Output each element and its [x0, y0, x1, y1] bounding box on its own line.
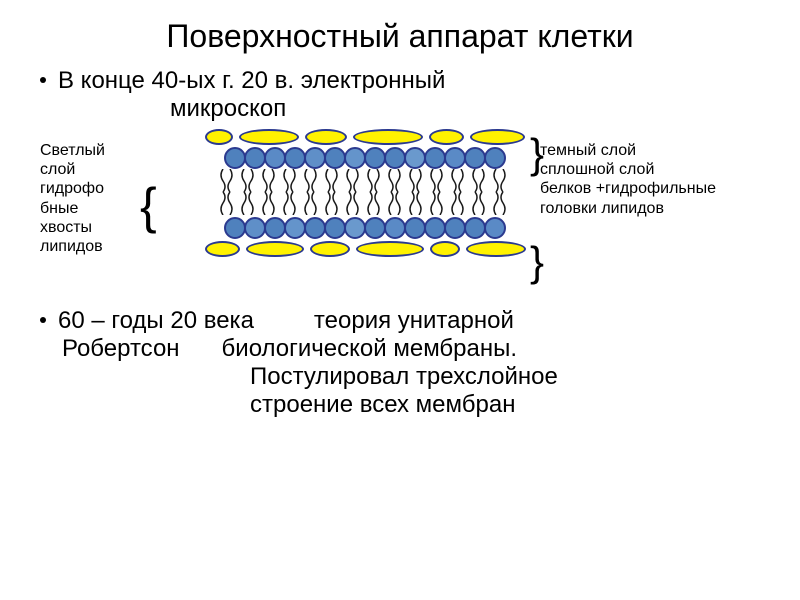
- protein-icon: [205, 129, 233, 145]
- bullet-1: В конце 40-ых г. 20 в. электронный: [40, 67, 800, 95]
- brace-right-bot-icon: }: [530, 241, 544, 283]
- lipid-tail-icon: [365, 169, 385, 215]
- lipid-tail-icon: [323, 169, 343, 215]
- lipid-head-icon: [404, 217, 426, 239]
- page-title: Поверхностный аппарат клетки: [0, 0, 800, 55]
- lipid-tail-icon: [491, 169, 511, 215]
- lipid-head-icon: [484, 147, 506, 169]
- b2-l1b: теория унитарной: [314, 307, 514, 334]
- lipid-tail-icon: [344, 169, 364, 215]
- protein-icon: [310, 241, 350, 257]
- protein-icon: [246, 241, 304, 257]
- lipid-head-icon: [284, 217, 306, 239]
- lipid-tail-icon: [260, 169, 280, 215]
- bullet-dot-icon: [40, 317, 46, 323]
- bullet-dot-icon: [40, 77, 46, 83]
- right-label-4: головки липидов: [540, 199, 770, 218]
- lipid-tail-icon: [449, 169, 469, 215]
- b2-l1a: 60 – годы 20 века: [58, 307, 254, 334]
- b2-l2b: биологической мембраны.: [222, 335, 518, 362]
- lipid-head-icon: [364, 217, 386, 239]
- brace-left-icon: {: [140, 181, 157, 231]
- right-label-3: белков +гидрофильные: [540, 179, 770, 198]
- lipid-tail-icon: [281, 169, 301, 215]
- lipid-head-icon: [324, 217, 346, 239]
- bullet-1-line1: В конце 40-ых г. 20 в. электронный: [58, 67, 445, 94]
- left-label: Светлый слой гидрофо бные хвосты липидов: [40, 141, 130, 256]
- lipid-head-icon: [344, 147, 366, 169]
- lipid-head-icon: [284, 147, 306, 169]
- lipid-heads-bot: [200, 217, 530, 239]
- lipid-head-icon: [464, 217, 486, 239]
- lipid-head-icon: [484, 217, 506, 239]
- lipid-head-icon: [444, 147, 466, 169]
- lipid-tail-icon: [386, 169, 406, 215]
- protein-icon: [430, 241, 460, 257]
- lipid-head-icon: [224, 217, 246, 239]
- membrane-diagram: Светлый слой гидрофо бные хвосты липидов…: [0, 129, 800, 289]
- protein-icon: [470, 129, 525, 145]
- lipid-tail-icon: [407, 169, 427, 215]
- lipid-head-icon: [464, 147, 486, 169]
- lipid-tail-icon: [302, 169, 322, 215]
- protein-icon: [429, 129, 464, 145]
- protein-row-top: [200, 129, 530, 145]
- protein-icon: [205, 241, 240, 257]
- bullet-2-line3: Постулировал трехслойное: [250, 363, 800, 391]
- lipid-head-icon: [384, 217, 406, 239]
- lipid-head-icon: [244, 217, 266, 239]
- lipid-head-icon: [424, 217, 446, 239]
- lipid-head-icon: [364, 147, 386, 169]
- lipid-head-icon: [444, 217, 466, 239]
- bullet-2-line2: Робертсон биологической мембраны.: [62, 335, 800, 363]
- lipid-tail-icon: [239, 169, 259, 215]
- bullet-2-line4: строение всех мембран: [250, 391, 800, 419]
- lipid-head-icon: [224, 147, 246, 169]
- lipid-head-icon: [304, 147, 326, 169]
- brace-right-top-icon: }: [530, 133, 544, 175]
- lipid-head-icon: [404, 147, 426, 169]
- lipid-head-icon: [304, 217, 326, 239]
- membrane: [200, 129, 530, 257]
- lipid-head-icon: [324, 147, 346, 169]
- protein-icon: [466, 241, 526, 257]
- bullet-1-line2: микроскоп: [170, 95, 800, 123]
- lipid-head-icon: [264, 217, 286, 239]
- lipid-heads-top: [200, 147, 530, 169]
- lipid-head-icon: [244, 147, 266, 169]
- lipid-tails: [210, 169, 520, 215]
- protein-icon: [305, 129, 347, 145]
- lipid-head-icon: [384, 147, 406, 169]
- right-label: темный слой сплошной слой белков +гидроф…: [540, 141, 770, 218]
- protein-icon: [353, 129, 423, 145]
- protein-icon: [239, 129, 299, 145]
- lipid-head-icon: [344, 217, 366, 239]
- lipid-head-icon: [424, 147, 446, 169]
- protein-row-bot: [200, 241, 530, 257]
- lipid-head-icon: [264, 147, 286, 169]
- lipid-tail-icon: [428, 169, 448, 215]
- protein-icon: [356, 241, 424, 257]
- bullet-2: 60 – годы 20 века теория унитарной: [40, 307, 800, 335]
- lipid-tail-icon: [470, 169, 490, 215]
- right-label-2: сплошной слой: [540, 160, 770, 179]
- lipid-tail-icon: [218, 169, 238, 215]
- b2-l2a: Робертсон: [62, 335, 180, 362]
- right-label-1: темный слой: [540, 141, 770, 160]
